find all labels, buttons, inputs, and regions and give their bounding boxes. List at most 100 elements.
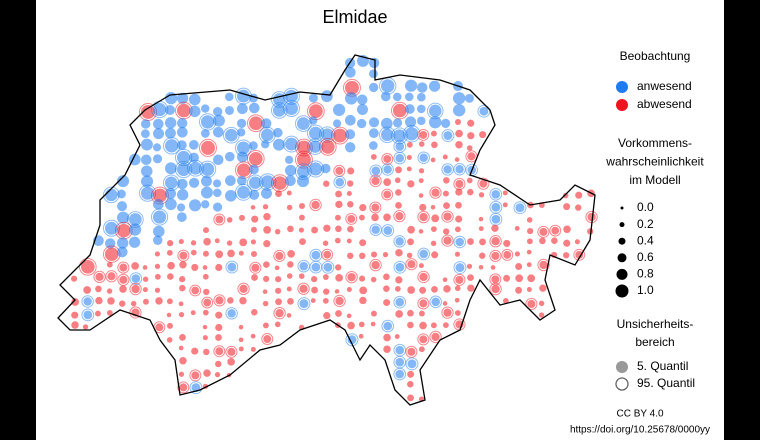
- map-dot: [286, 273, 293, 279]
- map-dot: [165, 162, 177, 175]
- map-dot: [201, 115, 215, 129]
- map-dot: [250, 239, 256, 245]
- map-dot: [322, 297, 329, 304]
- map-dot: [299, 299, 309, 309]
- map-dot: [297, 175, 310, 188]
- map-dot: [215, 263, 223, 272]
- map-dot: [189, 199, 202, 212]
- map-dot: [286, 313, 292, 318]
- map-dot: [261, 175, 275, 189]
- map-dot: [165, 198, 177, 211]
- map-dot: [369, 141, 378, 150]
- map-dot-ring: [345, 270, 358, 284]
- map-dot: [215, 323, 223, 332]
- map-dot-ring: [225, 345, 238, 358]
- map-dot: [370, 310, 377, 317]
- map-dot: [333, 103, 346, 116]
- map-dot: [454, 310, 461, 316]
- map-dot: [395, 310, 403, 318]
- map-dot: [346, 238, 352, 244]
- map-dot: [407, 380, 414, 388]
- map-dot: [345, 114, 356, 126]
- map-dot: [407, 309, 414, 317]
- map-dot: [215, 250, 224, 259]
- map-dot: [215, 347, 224, 356]
- map-dot: [237, 151, 248, 163]
- map-dot-ring: [417, 151, 430, 164]
- map-dot: [443, 131, 453, 140]
- map-dot: [491, 284, 500, 294]
- map-dot: [130, 300, 137, 307]
- map-dot: [177, 203, 186, 212]
- map-dot: [407, 180, 415, 188]
- country-border: [57, 54, 596, 406]
- map-dot: [443, 202, 450, 210]
- credit-doi: https://doi.org/10.25678/0000yy: [570, 425, 710, 436]
- map-dot: [251, 215, 259, 223]
- map-dot: [299, 284, 308, 293]
- map-dot: [454, 285, 461, 292]
- map-dot: [165, 139, 179, 153]
- map-dot-ring: [549, 224, 562, 237]
- map-dot: [201, 104, 210, 113]
- map-dot: [179, 261, 187, 269]
- map-dot: [298, 214, 305, 221]
- map-dot-ring: [297, 259, 311, 273]
- map-dot: [203, 298, 212, 307]
- map-dot: [359, 296, 367, 305]
- map-dot: [335, 296, 344, 306]
- map-dot: [335, 200, 343, 209]
- map-dot: [262, 300, 269, 307]
- map-dot: [167, 273, 174, 280]
- map-dot: [406, 252, 413, 259]
- legend-label: anwesend: [637, 79, 692, 93]
- map-dot: [383, 213, 391, 222]
- map-dot-ring: [441, 306, 454, 319]
- map-dot: [382, 252, 389, 258]
- map-dot: [201, 175, 212, 187]
- map-dot: [575, 204, 582, 211]
- map-dot: [383, 155, 392, 163]
- size-marker: [616, 268, 628, 280]
- map-dot-ring: [81, 308, 95, 322]
- map-dot: [381, 128, 394, 142]
- map-dot: [442, 322, 449, 329]
- map-dot: [418, 263, 424, 269]
- map-dot: [201, 162, 215, 176]
- map-dot: [213, 114, 225, 127]
- map-dot: [333, 128, 347, 143]
- map-dot: [189, 105, 201, 118]
- map-dot: [381, 91, 391, 102]
- map-dot: [359, 203, 367, 212]
- map-dot: [527, 274, 536, 283]
- map-dot: [202, 273, 209, 280]
- map-dot: [249, 141, 258, 151]
- map-dot: [117, 246, 128, 258]
- map-dot: [431, 297, 440, 307]
- map-dot: [261, 140, 270, 149]
- map-dot: [491, 202, 501, 212]
- map-dot: [431, 251, 439, 259]
- size-label: 0.0: [637, 200, 654, 214]
- map-dot: [515, 274, 524, 283]
- legend-marker: [616, 81, 628, 93]
- map-dot-ring: [489, 187, 503, 201]
- map-dot: [119, 263, 128, 272]
- map-dot: [141, 186, 155, 200]
- map-dot: [275, 251, 284, 261]
- map-dot: [345, 92, 358, 105]
- map-dot: [395, 357, 405, 367]
- map-dot: [383, 273, 390, 281]
- map-dot: [153, 210, 167, 224]
- map-dot: [179, 334, 186, 341]
- map-dot: [347, 180, 354, 187]
- map-dot-ring: [213, 213, 226, 226]
- map-dot-ring: [199, 138, 217, 157]
- map-dot: [202, 335, 208, 341]
- map-dot-ring: [381, 153, 394, 165]
- map-dot: [418, 310, 425, 317]
- size-label: 0.2: [637, 217, 654, 231]
- map-dot: [370, 276, 377, 283]
- legend-title: bereich: [635, 335, 674, 349]
- map-dot: [225, 189, 237, 202]
